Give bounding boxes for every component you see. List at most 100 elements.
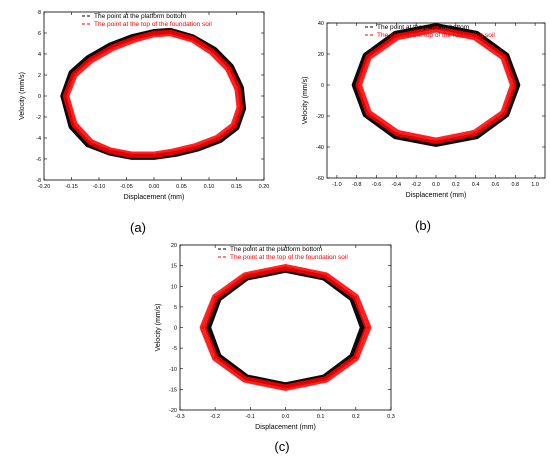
data-point	[361, 326, 364, 329]
data-point	[284, 266, 287, 269]
x-tick-label: 0.0	[432, 182, 440, 188]
data-point	[243, 274, 247, 277]
data-point	[194, 145, 197, 148]
x-tick-label: 0.0	[282, 414, 290, 420]
data-point	[232, 124, 235, 127]
x-tick-label: 0.8	[511, 182, 519, 188]
data-point	[502, 56, 505, 59]
x-tick-label: 0.1	[317, 414, 325, 420]
data-layer	[351, 23, 521, 147]
x-axis-label: Displacement (mm)	[124, 194, 185, 201]
data-point	[73, 123, 76, 126]
data-point	[434, 139, 438, 142]
x-tick-label: -0.10	[93, 184, 106, 190]
y-tick-label: 15	[171, 264, 177, 270]
data-point	[108, 149, 112, 152]
data-point	[236, 87, 239, 90]
series-line-0	[351, 23, 521, 147]
chart-panel-c: -0.3 -0.2 -0.1 0.0 0.1 0.2 0.3 -20 -15 -10 -5 0 5 10 1…	[155, 243, 395, 454]
data-point	[172, 150, 175, 153]
y-tick-label: -60	[316, 176, 324, 182]
legend-label: The point at the top of the foundation s…	[377, 32, 495, 39]
y-tick-label: -20	[169, 408, 177, 414]
data-point	[210, 50, 213, 54]
data-point	[396, 131, 399, 135]
data-point	[89, 59, 92, 62]
data-point	[207, 326, 210, 329]
y-tick-label: -15	[169, 387, 177, 393]
data-point	[357, 83, 360, 87]
data-point	[516, 83, 519, 87]
legend-label: The point at the top of the foundation s…	[230, 254, 348, 261]
data-point	[434, 28, 438, 31]
y-tick-label: 0	[321, 83, 324, 89]
x-tick-label: -0.20	[38, 184, 51, 190]
legend-label: The point at the platform bottom	[94, 13, 186, 20]
y-tick-label: 10	[171, 284, 177, 290]
x-tick-label: -0.4	[392, 182, 401, 188]
chart-panel-a: -0.20 -0.15 -0.10 -0.05 0.00 0.05 0.10 0.15 0.20…	[19, 10, 269, 235]
x-axis-label: Displacement (mm)	[255, 424, 316, 431]
y-tick-label: 5	[174, 305, 177, 311]
series-texture-1	[63, 34, 239, 157]
data-point	[354, 356, 357, 360]
panel-label: (c)	[274, 439, 289, 454]
data-point	[130, 153, 134, 156]
data-point	[367, 56, 370, 59]
data-point	[191, 38, 194, 41]
data-point	[243, 378, 247, 381]
x-tick-label: -1.0	[332, 182, 341, 188]
y-tick-label: 40	[318, 21, 324, 27]
data-point	[169, 31, 172, 35]
x-tick-label: 0.2	[452, 182, 460, 188]
data-point	[324, 378, 328, 381]
y-tick-label: -8	[36, 178, 41, 184]
legend-label: The point at the top of the foundation s…	[94, 21, 212, 28]
data-point	[214, 356, 217, 360]
series-texture-1	[359, 27, 516, 140]
data-point	[201, 326, 204, 329]
series-texture-1	[356, 30, 513, 143]
data-point	[473, 35, 476, 39]
data-point	[353, 83, 356, 87]
x-tick-label: -0.8	[352, 182, 361, 188]
x-tick-label: -0.05	[120, 184, 133, 190]
y-axis-label: Velocity (mm/s)	[302, 77, 309, 125]
series-texture-1	[67, 30, 242, 154]
data-point	[89, 141, 92, 144]
y-axis-label: Velocity (mm/s)	[155, 304, 162, 352]
series-line-1	[62, 29, 244, 159]
data-point	[152, 32, 156, 36]
x-tick-label: 0.15	[231, 184, 242, 190]
chart-panel-b: -1.0 -0.8 -0.6 -0.4 -0.2 0.0 0.2 0.4 0.6 0.8 1.0 -6…	[302, 21, 546, 233]
y-tick-label: 20	[171, 243, 177, 249]
x-tick-label: 0.10	[204, 184, 215, 190]
data-point	[64, 94, 68, 98]
data-point	[396, 35, 399, 39]
data-point	[324, 274, 328, 277]
data-layer	[60, 27, 247, 160]
y-tick-label: -6	[36, 157, 41, 163]
y-tick-label: 20	[318, 52, 324, 58]
y-tick-label: 2	[38, 73, 41, 79]
legend-label: The point at the platform bottom	[377, 24, 469, 31]
y-tick-label: 6	[38, 31, 41, 37]
data-point	[284, 386, 287, 389]
x-axis-label: Displacement (mm)	[406, 192, 467, 199]
data-point	[111, 46, 114, 49]
x-tick-label: 0.2	[352, 414, 360, 420]
legend-label: The point at the platform bottom	[230, 246, 322, 253]
data-point	[227, 67, 230, 70]
series-line-1	[355, 25, 517, 145]
x-tick-label: 0.05	[176, 184, 187, 190]
data-point	[73, 73, 76, 77]
x-tick-label: 0.3	[387, 414, 395, 420]
data-layer	[199, 264, 372, 391]
y-tick-label: -2	[36, 115, 41, 121]
panel-label: (a)	[130, 220, 146, 235]
x-tick-label: -0.2	[210, 414, 219, 420]
panel-label: (b)	[415, 218, 431, 233]
data-point	[238, 106, 241, 109]
y-tick-label: -4	[36, 136, 41, 142]
data-point	[214, 295, 217, 299]
